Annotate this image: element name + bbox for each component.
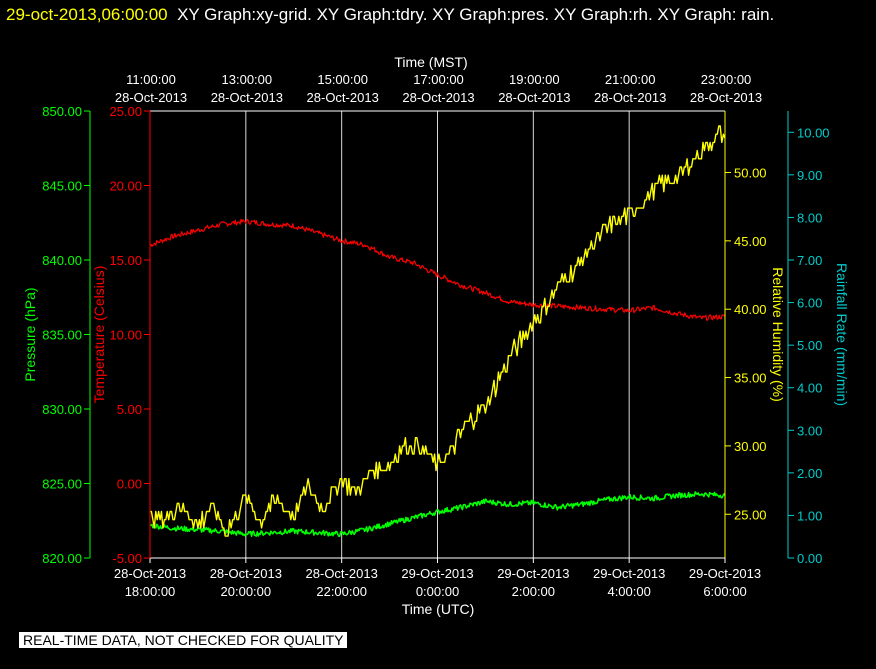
series-layer <box>149 125 726 538</box>
temperature-tick-label: 5.00 <box>117 402 142 417</box>
x-top-tick-time: 19:00:00 <box>509 72 560 87</box>
rain-tick-label: 6.00 <box>797 296 822 311</box>
temperature-tick-label: 25.00 <box>109 104 142 119</box>
rain-tick-label: 5.00 <box>797 338 822 353</box>
x-bottom-axis-title: Time (UTC) <box>402 601 475 617</box>
x-top-tick-time: 13:00:00 <box>222 72 273 87</box>
x-top-tick-time: 11:00:00 <box>126 72 176 87</box>
x-bottom-tick-date: 29-Oct-2013 <box>401 566 473 581</box>
humidity-tick-label: 50.00 <box>734 166 767 181</box>
x-top-tick-date: 28-Oct-2013 <box>402 90 474 105</box>
temperature-series-line <box>149 218 726 321</box>
temperature-tick-label: 10.00 <box>109 328 142 343</box>
x-top-tick-date: 28-Oct-2013 <box>211 90 283 105</box>
pressure-tick-label: 835.00 <box>42 328 82 343</box>
page-title: 29-oct-2013,06:00:00 XY Graph:xy-grid. X… <box>6 3 866 27</box>
humidity-series-line <box>150 125 726 537</box>
pressure-tick-label: 830.00 <box>42 402 82 417</box>
rain-tick-label: 2.00 <box>797 466 822 481</box>
humidity-tick-label: 25.00 <box>734 507 767 522</box>
x-top-tick-date: 28-Oct-2013 <box>307 90 379 105</box>
pressure-series-line <box>149 491 726 538</box>
x-top-tick-date: 28-Oct-2013 <box>498 90 570 105</box>
temperature-tick-label: 20.00 <box>109 179 142 194</box>
humidity-tick-label: 35.00 <box>734 371 767 386</box>
x-bottom-tick-date: 28-Oct-2013 <box>306 566 378 581</box>
x-top-tick-date: 28-Oct-2013 <box>594 90 666 105</box>
x-bottom-tick-date: 29-Oct-2013 <box>497 566 569 581</box>
x-top-tick-date: 28-Oct-2013 <box>690 90 762 105</box>
rain-tick-label: 4.00 <box>797 381 822 396</box>
x-top-tick-time: 23:00:00 <box>701 72 752 87</box>
temperature-tick-label: 15.00 <box>109 253 142 268</box>
x-top-tick-date: 28-Oct-2013 <box>115 90 187 105</box>
x-bottom-tick-time: 22:00:00 <box>316 584 367 599</box>
temperature-tick-label: -5.00 <box>112 551 142 566</box>
rain-tick-label: 1.00 <box>797 508 822 523</box>
pressure-tick-label: 840.00 <box>42 253 82 268</box>
x-top-tick-time: 15:00:00 <box>317 72 368 87</box>
x-bottom-tick-time: 0:00:00 <box>416 584 459 599</box>
rain-axis-title: Rainfall Rate (mm/min) <box>834 263 850 406</box>
pressure-tick-label: 825.00 <box>42 477 82 492</box>
x-bottom-tick-time: 20:00:00 <box>221 584 272 599</box>
x-bottom-tick-time: 6:00:00 <box>703 584 746 599</box>
x-bottom-tick-time: 2:00:00 <box>512 584 555 599</box>
humidity-tick-label: 30.00 <box>734 439 767 454</box>
pressure-axis-title: Pressure (hPa) <box>22 287 38 381</box>
rain-tick-label: 7.00 <box>797 253 822 268</box>
x-bottom-tick-date: 29-Oct-2013 <box>689 566 761 581</box>
x-bottom-tick-time: 18:00:00 <box>125 584 176 599</box>
rain-tick-label: 8.00 <box>797 210 822 225</box>
x-bottom-tick-date: 29-Oct-2013 <box>593 566 665 581</box>
rain-tick-label: 0.00 <box>797 551 822 566</box>
humidity-tick-label: 45.00 <box>734 234 767 249</box>
rain-tick-label: 3.00 <box>797 423 822 438</box>
graph-titles: XY Graph:xy-grid. XY Graph:tdry. XY Grap… <box>177 5 775 24</box>
temperature-axis-title: Temperature (Celsius) <box>91 266 107 404</box>
pressure-tick-label: 850.00 <box>42 104 82 119</box>
x-top-tick-time: 21:00:00 <box>605 72 656 87</box>
temperature-tick-label: 0.00 <box>117 477 142 492</box>
rain-tick-label: 9.00 <box>797 168 822 183</box>
x-top-axis-title: Time (MST) <box>394 54 467 70</box>
x-bottom-tick-time: 4:00:00 <box>607 584 650 599</box>
axes: 28-Oct-2013 18:00:00 28-Oct-2013 20:00:00 28… <box>22 72 850 599</box>
grid <box>149 111 726 558</box>
timestamp: 29-oct-2013,06:00:00 <box>6 5 168 24</box>
pressure-tick-label: 820.00 <box>42 551 82 566</box>
rain-tick-label: 10.00 <box>797 125 830 140</box>
pressure-tick-label: 845.00 <box>42 179 82 194</box>
x-top-tick-time: 17:00:00 <box>413 72 464 87</box>
humidity-tick-label: 40.00 <box>734 302 767 317</box>
x-bottom-tick-date: 28-Oct-2013 <box>114 566 186 581</box>
humidity-axis-title: Relative Humidity (%) <box>770 267 786 402</box>
x-bottom-tick-date: 28-Oct-2013 <box>210 566 282 581</box>
quality-notice: REAL-TIME DATA, NOT CHECKED FOR QUALITY <box>19 632 348 648</box>
